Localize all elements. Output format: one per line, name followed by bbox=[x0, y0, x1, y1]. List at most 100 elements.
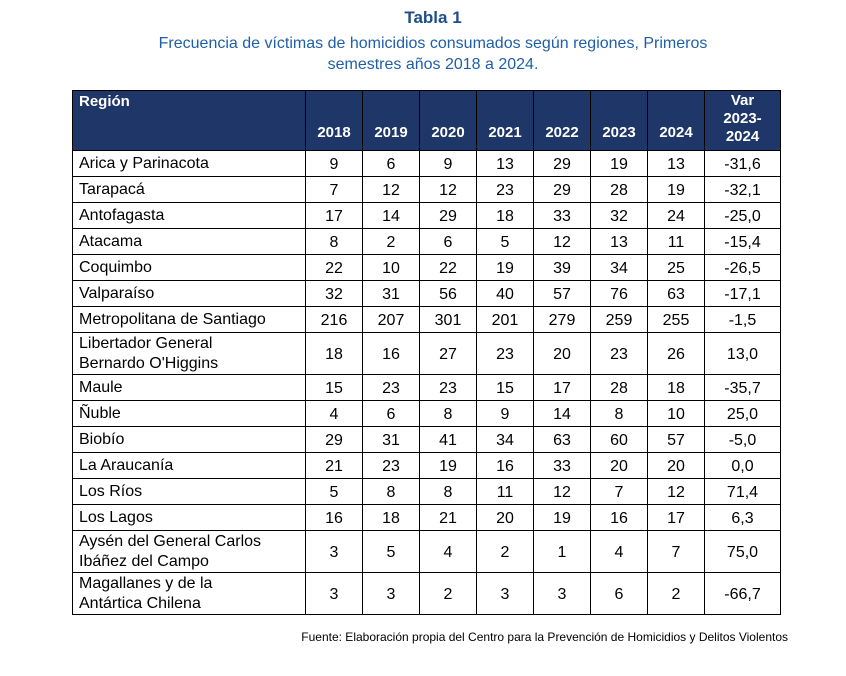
source-note: Fuente: Elaboración propia del Centro pa… bbox=[301, 630, 788, 644]
value-cell: 16 bbox=[305, 504, 363, 531]
table-row: Los Lagos 16 18 21 20 19 16 17 6,3 bbox=[72, 504, 781, 531]
header-year-2024: 2024 bbox=[647, 90, 705, 151]
value-cell: 16 bbox=[476, 452, 534, 479]
value-cell: 8 bbox=[305, 228, 363, 255]
region-name-line: Ibáñez del Campo bbox=[79, 552, 209, 570]
value-cell: 57 bbox=[647, 426, 705, 453]
value-cell: 17 bbox=[305, 202, 363, 229]
variation-cell: -1,5 bbox=[704, 306, 781, 333]
region-name-cell: Los Ríos bbox=[72, 478, 306, 505]
header-year-2019: 2019 bbox=[362, 90, 420, 151]
region-name-cell: Coquimbo bbox=[72, 254, 306, 281]
value-cell: 14 bbox=[533, 400, 591, 427]
variation-cell: -32,1 bbox=[704, 176, 781, 203]
value-cell: 56 bbox=[419, 280, 477, 307]
header-year-2022: 2022 bbox=[533, 90, 591, 151]
value-cell: 16 bbox=[590, 504, 648, 531]
region-name-line: La Araucanía bbox=[79, 456, 174, 474]
header-region: Región bbox=[72, 90, 306, 151]
value-cell: 8 bbox=[590, 400, 648, 427]
value-cell: 19 bbox=[533, 504, 591, 531]
value-cell: 9 bbox=[305, 150, 363, 177]
table-header: Región 2018 2019 2020 2021 2022 2023 202… bbox=[72, 90, 781, 151]
value-cell: 21 bbox=[305, 452, 363, 479]
value-cell: 259 bbox=[590, 306, 648, 333]
value-cell: 301 bbox=[419, 306, 477, 333]
region-name-cell: Atacama bbox=[72, 228, 306, 255]
value-cell: 8 bbox=[362, 478, 420, 505]
value-cell: 12 bbox=[362, 176, 420, 203]
value-cell: 216 bbox=[305, 306, 363, 333]
region-name-line: Los Lagos bbox=[79, 508, 153, 526]
value-cell: 22 bbox=[305, 254, 363, 281]
variation-cell: -35,7 bbox=[704, 374, 781, 401]
value-cell: 20 bbox=[647, 452, 705, 479]
table-row: Arica y Parinacota 9 6 9 13 29 19 13 -31,6 bbox=[72, 150, 781, 177]
value-cell: 11 bbox=[647, 228, 705, 255]
value-cell: 19 bbox=[476, 254, 534, 281]
value-cell: 32 bbox=[305, 280, 363, 307]
value-cell: 18 bbox=[476, 202, 534, 229]
value-cell: 29 bbox=[419, 202, 477, 229]
value-cell: 26 bbox=[647, 332, 705, 375]
value-cell: 34 bbox=[476, 426, 534, 453]
table-row: Los Ríos 5 8 8 11 12 7 12 71,4 bbox=[72, 478, 781, 505]
value-cell: 23 bbox=[476, 176, 534, 203]
value-cell: 9 bbox=[476, 400, 534, 427]
value-cell: 12 bbox=[533, 228, 591, 255]
value-cell: 21 bbox=[419, 504, 477, 531]
header-year-2020: 2020 bbox=[419, 90, 477, 151]
variation-cell: -17,1 bbox=[704, 280, 781, 307]
region-name-line: Maule bbox=[79, 378, 123, 396]
value-cell: 24 bbox=[647, 202, 705, 229]
homicide-frequency-table: Región 2018 2019 2020 2021 2022 2023 202… bbox=[72, 90, 781, 615]
value-cell: 20 bbox=[590, 452, 648, 479]
table-row: Aysén del General Carlos Ibáñez del Campo… bbox=[72, 530, 781, 573]
value-cell: 2 bbox=[476, 530, 534, 573]
value-cell: 4 bbox=[419, 530, 477, 573]
region-name-cell: Biobío bbox=[72, 426, 306, 453]
value-cell: 23 bbox=[419, 374, 477, 401]
region-name-cell: Magallanes y de la Antártica Chilena bbox=[72, 572, 306, 615]
variation-cell: -66,7 bbox=[704, 572, 781, 615]
region-name-cell: Aysén del General Carlos Ibáñez del Campo bbox=[72, 530, 306, 573]
value-cell: 28 bbox=[590, 176, 648, 203]
header-year-2018: 2018 bbox=[305, 90, 363, 151]
value-cell: 63 bbox=[647, 280, 705, 307]
value-cell: 7 bbox=[647, 530, 705, 573]
value-cell: 40 bbox=[476, 280, 534, 307]
table-row: Coquimbo 22 10 22 19 39 34 25 -26,5 bbox=[72, 254, 781, 281]
value-cell: 7 bbox=[305, 176, 363, 203]
value-cell: 4 bbox=[590, 530, 648, 573]
value-cell: 6 bbox=[590, 572, 648, 615]
value-cell: 20 bbox=[476, 504, 534, 531]
value-cell: 18 bbox=[647, 374, 705, 401]
variation-cell: -15,4 bbox=[704, 228, 781, 255]
variation-cell: 25,0 bbox=[704, 400, 781, 427]
value-cell: 32 bbox=[590, 202, 648, 229]
value-cell: 29 bbox=[305, 426, 363, 453]
value-cell: 41 bbox=[419, 426, 477, 453]
value-cell: 12 bbox=[533, 478, 591, 505]
value-cell: 3 bbox=[305, 572, 363, 615]
value-cell: 33 bbox=[533, 202, 591, 229]
value-cell: 23 bbox=[362, 452, 420, 479]
header-year-2023: 2023 bbox=[590, 90, 648, 151]
value-cell: 18 bbox=[305, 332, 363, 375]
table-row: Atacama 8 2 6 5 12 13 11 -15,4 bbox=[72, 228, 781, 255]
value-cell: 8 bbox=[419, 478, 477, 505]
region-name-line: Biobío bbox=[79, 430, 125, 448]
value-cell: 5 bbox=[476, 228, 534, 255]
value-cell: 2 bbox=[647, 572, 705, 615]
value-cell: 14 bbox=[362, 202, 420, 229]
value-cell: 12 bbox=[647, 478, 705, 505]
value-cell: 19 bbox=[647, 176, 705, 203]
region-name-line: Metropolitana de Santiago bbox=[79, 310, 266, 328]
value-cell: 20 bbox=[533, 332, 591, 375]
value-cell: 11 bbox=[476, 478, 534, 505]
variation-cell: -5,0 bbox=[704, 426, 781, 453]
value-cell: 60 bbox=[590, 426, 648, 453]
table-row: La Araucanía 21 23 19 16 33 20 20 0,0 bbox=[72, 452, 781, 479]
table-row: Biobío 29 31 41 34 63 60 57 -5,0 bbox=[72, 426, 781, 453]
value-cell: 23 bbox=[590, 332, 648, 375]
